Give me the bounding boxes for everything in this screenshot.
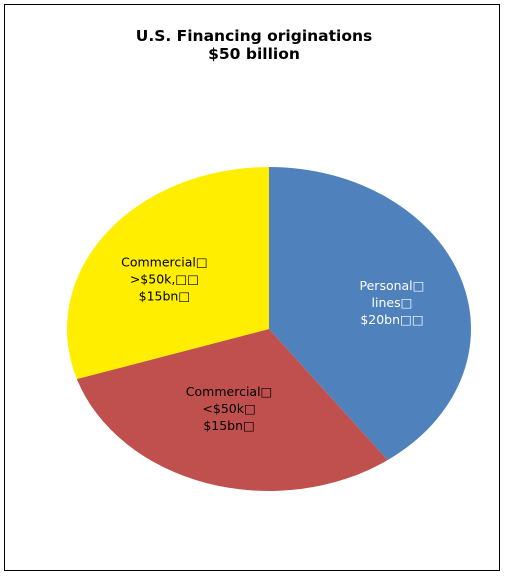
slice-label-line: Commercial□ [186, 384, 273, 399]
slice-label-line: <$50k□ [202, 401, 255, 416]
slice-label-line: Commercial□ [121, 255, 208, 270]
chart-subtitle-line: $50 billion [208, 45, 300, 63]
slice-label-line: $20bn□□ [360, 312, 423, 327]
pie-slice-2 [67, 167, 269, 380]
slice-label-2: Commercial□ >$50k,□□ $15bn□ [121, 255, 208, 304]
slice-label-line: $15bn□ [139, 289, 191, 304]
slice-label-line: $15bn□ [203, 418, 255, 433]
pie-slice-0 [269, 167, 471, 461]
chart-title: U.S. Financing originations $50 billion [0, 27, 508, 63]
slice-label-line: >$50k,□□ [130, 272, 199, 287]
slice-label-0: Personal□ lines□ $20bn□□ [360, 278, 425, 327]
pie-slice-1 [76, 329, 388, 491]
slice-label-line: lines□ [372, 295, 413, 310]
slice-label-1: Commercial□ <$50k□ $15bn□ [186, 384, 273, 433]
chart-title-line: U.S. Financing originations [135, 27, 373, 45]
slice-label-line: Personal□ [360, 278, 425, 293]
